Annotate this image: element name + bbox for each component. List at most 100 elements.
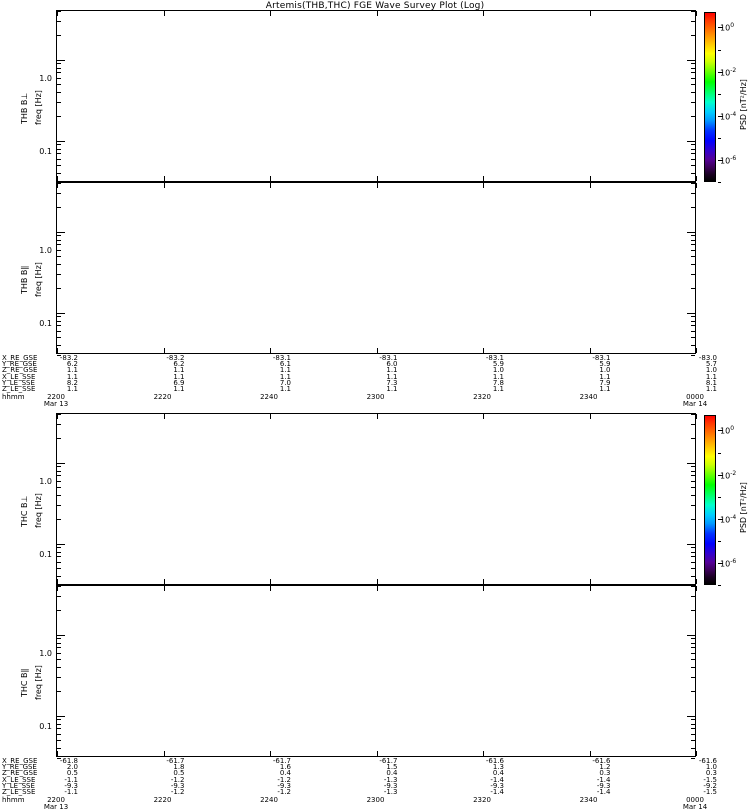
x-axis-tick-top [376,414,378,419]
colorbar-tick [718,540,721,542]
annotation-row-label: Y_RE_GSE [2,763,37,772]
y-axis-tick-right [691,561,695,563]
colorbar-tick-label: 10-4 [720,513,737,525]
y-axis-tick-right [687,543,695,545]
colorbar-title-bottom: PSD [nT²/Hz] [739,482,748,533]
y-axis-tick [57,494,61,496]
x-axis-tick [270,751,271,756]
panel-thb-bpar[interactable] [56,182,697,356]
y-axis-tick [57,320,61,322]
y-axis-tick-right [691,568,695,570]
y-axis-tick [57,77,61,79]
y-axis-tick [57,312,65,314]
colorbar-bottom[interactable] [704,415,716,585]
y-axis-tick-right [691,72,695,74]
annotation-value: 1.1 [173,372,185,381]
annotation-time-value: 2240 [260,796,278,805]
x-axis-tick [589,176,591,181]
annotation-date-value: Mar 14 [682,803,708,811]
annotation-value: 0.4 [492,769,504,778]
x-axis-tick [376,751,378,756]
y-axis-tick [57,568,61,570]
y-axis-tick [57,11,61,12]
annotation-value: 5.7 [705,360,717,369]
annotation-time-label: hhmm [2,393,25,402]
y-axis-tick [57,728,61,730]
panel-thc-bpar[interactable] [56,585,697,759]
y-axis-tick [57,72,61,74]
colorbar-tick [718,49,721,51]
x-axis-tick [696,751,697,756]
annotation-value: -1.1 [64,788,78,796]
annotation-row-label: Z_LE_SSE [2,788,36,796]
x-axis-tick-top [163,11,165,16]
y-axis-tick-right [691,320,695,322]
y-axis-tick-right [691,165,695,167]
y-axis-tick-right [691,494,695,496]
annotation-value: 1.0 [599,366,611,375]
y-axis-tick [57,677,61,679]
y-axis-tick-right [687,462,695,464]
x-axis-tick [376,176,378,181]
x-axis-tick [589,579,591,584]
colorbar-top[interactable] [704,12,716,182]
y-axis-tick [57,21,61,23]
annotation-time-value: 0000 [686,796,704,805]
annotation-value: 1.1 [279,385,291,393]
annotation-row-label: X_RE_GSE [2,757,38,765]
annotation-value: 1.1 [599,372,611,381]
y-axis-tick-right [691,77,695,79]
y-axis-tick-right [691,733,695,735]
annotation-value: 7.3 [386,378,398,387]
annotation-value: -9.3 [383,781,398,790]
y-axis-tick-right [691,35,695,37]
annotation-value: 0.4 [386,769,398,778]
annotation-value: 7.8 [492,378,504,387]
annotation-value: -9.3 [596,781,611,790]
annotation-value: 6.2 [66,360,78,369]
x-axis-tick-top [57,586,58,591]
annotation-value: 1.1 [705,372,717,381]
annotation-value: 1.1 [279,372,291,381]
annotation-row-label: Y_RE_GSE [2,360,37,369]
axis-label-freq-4: freq [Hz] [34,665,43,700]
annotation-value: 5.9 [492,360,504,369]
x-axis-tick [589,348,591,353]
panel-thc-bperp[interactable] [56,413,697,587]
colorbar-tick-label: 10-2 [720,66,737,78]
annotation-value: -1.4 [596,788,611,796]
colorbar-tick-label: 100 [720,22,735,34]
y-axis-tick-right [691,466,695,468]
y-axis-tick-right [691,274,695,276]
y-axis-tick [57,35,61,37]
y-axis-tick-right [687,312,695,314]
y-axis-tick-right [691,719,695,721]
y-axis-tick-right [687,231,695,233]
annotation-value: -9.3 [277,781,291,790]
annotation-value: -1.2 [277,775,291,784]
y-axis-tick-right [691,235,695,237]
annotation-value: 1.1 [173,366,185,375]
y-axis-tick [57,466,61,468]
axis-label-freq-3: freq [Hz] [34,493,43,528]
y-axis-tick-right [691,575,695,577]
annotation-value: 1.8 [173,763,185,772]
x-axis-tick-top [163,183,165,188]
x-axis-tick [483,751,484,756]
y-axis-tick [57,691,61,693]
y-axis-tick-right [691,758,695,759]
annotation-time-value: 2220 [153,393,172,402]
x-axis-tick-top [57,183,58,188]
y-axis-tick [57,634,65,636]
annotation-value: -9.3 [170,781,185,790]
annotation-value: 1.1 [386,366,398,375]
y-axis-tick-right [691,325,695,327]
annotation-row-label: X_LE_SSE [2,775,36,784]
x-axis-tick [270,579,271,584]
y-axis-tick-right [691,424,695,426]
panel-thb-bperp[interactable] [56,10,697,184]
y-axis-tick [57,547,61,549]
annotation-value: 1.1 [66,372,78,381]
annotation-value: -83.0 [698,354,717,362]
y-axis-tick [57,505,61,507]
